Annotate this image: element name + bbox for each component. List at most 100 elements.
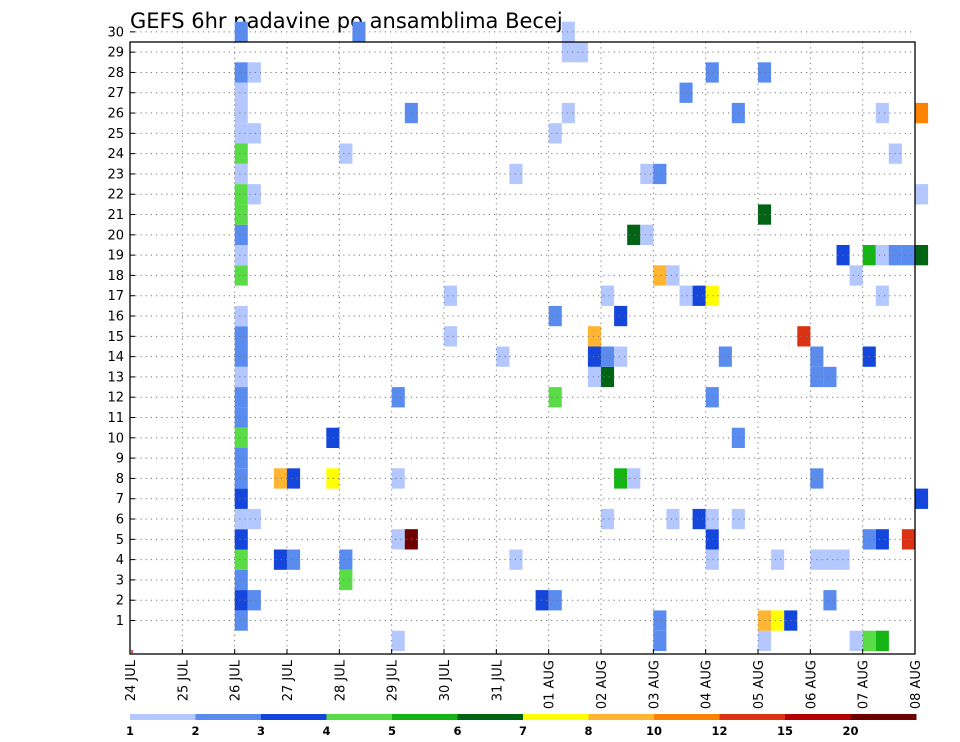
x-tick-label: 25 JUL — [176, 659, 191, 701]
heatmap-cell — [535, 590, 549, 611]
heatmap-cell — [339, 569, 353, 591]
heatmap-cell — [705, 62, 719, 83]
y-tick-label: 16 — [107, 310, 124, 325]
colorbar-label: 10 — [646, 724, 662, 738]
x-tick-label: 06 AUG — [804, 660, 819, 709]
heatmap-cell — [875, 285, 889, 306]
heatmap-cell — [705, 549, 719, 570]
heatmap-cell — [901, 529, 915, 550]
heatmap-cell — [601, 346, 615, 367]
heatmap-cell — [444, 285, 458, 306]
heatmap-cell — [915, 184, 929, 205]
heatmap-cell — [849, 265, 863, 286]
heatmap-cell — [234, 488, 248, 509]
colorbar-label: 5 — [388, 724, 396, 738]
heatmap-cell — [614, 468, 628, 489]
heatmap-cell — [574, 42, 588, 63]
y-tick-label: 3 — [116, 573, 124, 588]
y-tick-label: 24 — [107, 147, 124, 162]
y-tick-label: 8 — [116, 472, 124, 487]
colorbar-swatch — [719, 714, 786, 720]
colorbar-label: 8 — [584, 724, 592, 738]
heatmap-cell — [849, 630, 863, 651]
heatmap-cell — [247, 123, 261, 144]
cells-layer — [234, 21, 929, 651]
heatmap-cell — [234, 143, 248, 164]
plot-frame — [129, 41, 916, 655]
heatmap-cell — [823, 366, 837, 388]
heatmap-cell — [875, 245, 889, 266]
y-tick-label: 11 — [107, 411, 124, 426]
heatmap-cell — [548, 123, 562, 144]
heatmap-cell — [234, 468, 248, 489]
colorbar-swatch — [457, 714, 524, 720]
x-tick-label: 08 AUG — [909, 660, 924, 709]
heatmap-cell — [823, 590, 837, 611]
heatmap-cell — [234, 346, 248, 367]
y-tick-label: 27 — [107, 86, 124, 101]
heatmap-cell — [234, 529, 248, 550]
heatmap-cell — [705, 508, 719, 530]
colorbar-swatch — [392, 714, 458, 720]
heatmap-cell — [758, 630, 772, 651]
grid-layer — [130, 31, 915, 654]
heatmap-cell — [548, 590, 562, 611]
heatmap-cell — [444, 326, 458, 347]
heatmap-cell — [234, 407, 248, 428]
y-tick-label: 15 — [107, 330, 124, 345]
y-tick-label: 5 — [116, 533, 124, 548]
y-tick-label: 17 — [107, 289, 124, 304]
heatmap-cell — [771, 549, 785, 570]
x-tick-label: 02 AUG — [595, 660, 610, 709]
y-tick-label: 26 — [107, 107, 124, 122]
heatmap-cell — [234, 82, 248, 103]
colorbar-swatch — [326, 714, 393, 720]
heatmap-cell — [653, 163, 667, 185]
y-tick-label: 18 — [107, 269, 124, 284]
colorbar-label: 2 — [191, 724, 199, 738]
heatmap-cell — [561, 42, 575, 63]
heatmap-cell — [862, 630, 876, 651]
heatmap-cell — [496, 346, 510, 367]
colorbar-label: 4 — [322, 724, 330, 738]
y-tick-label: 1 — [116, 614, 124, 629]
y-tick-label: 9 — [116, 452, 124, 467]
heatmap-cell — [234, 163, 248, 185]
heatmap-cell — [391, 529, 405, 550]
x-tick-label: 03 AUG — [647, 660, 662, 709]
heatmap-cell — [875, 102, 889, 124]
heatmap-cell — [640, 224, 654, 245]
heatmap-cell — [234, 610, 248, 631]
colorbar: 1 2 3 4 5 6 7 8 10 12 15 20 — [126, 714, 917, 738]
heatmap-cell — [614, 305, 628, 327]
heatmap-cell — [287, 549, 301, 570]
heatmap-cell — [797, 326, 811, 347]
chart-title: GEFS 6hr padavine po ansamblima Becej — [130, 9, 563, 33]
heatmap-cell — [273, 468, 287, 489]
x-tick-label: 26 JUL — [229, 659, 244, 701]
colorbar-label: 3 — [257, 724, 265, 738]
heatmap-cell — [718, 346, 732, 367]
heatmap-cell — [679, 82, 693, 103]
y-tick-label: 12 — [107, 391, 124, 406]
colorbar-swatch — [588, 714, 655, 720]
heatmap-cell — [614, 346, 628, 367]
heatmap-cell — [234, 569, 248, 591]
heatmap-cell — [587, 326, 601, 347]
heatmap-cell — [234, 366, 248, 388]
colorbar-swatch — [195, 714, 262, 720]
x-tick-label: 30 JUL — [438, 659, 453, 701]
heatmap-cell — [692, 285, 706, 306]
heatmap-cell — [234, 102, 248, 124]
heatmap-cell — [339, 143, 353, 164]
colorbar-swatch — [261, 714, 327, 720]
heatmap-cell — [653, 610, 667, 631]
heatmap-cell — [234, 123, 248, 144]
heatmap-cell — [601, 366, 615, 388]
heatmap-cell — [692, 508, 706, 530]
heatmap-cell — [391, 630, 405, 651]
y-tick-label: 13 — [107, 370, 124, 385]
colorbar-label: 6 — [453, 724, 461, 738]
heatmap-cell — [247, 590, 261, 611]
colorbar-swatch — [785, 714, 851, 720]
